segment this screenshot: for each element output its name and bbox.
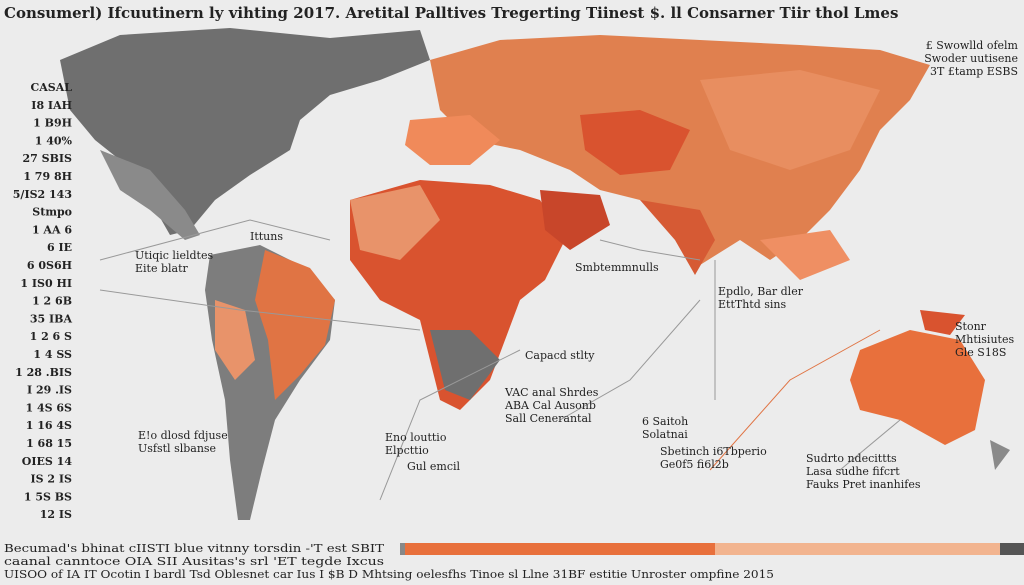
annotation: Sbetinch i6Tbperio (660, 445, 767, 458)
footer-text: UISOO of IA IT Ocotin I bardl Tsd Oblesn… (4, 568, 774, 581)
annotation: Fauks Pret inanhifes (806, 478, 921, 491)
annotation: Ittuns (250, 230, 283, 243)
side-label: I8 IAH (31, 99, 72, 112)
side-label: 1 2 6B (32, 295, 72, 308)
connector (839, 419, 901, 471)
side-label: 1 4S 6S (25, 401, 72, 414)
side-label: 6 IE (47, 241, 72, 254)
bar-segment (405, 543, 715, 555)
annotation: Epdlo, Bar dler (718, 285, 804, 298)
annotation: EttThtd sins (718, 298, 786, 311)
footer-text: Becumad's bhinat cIISTI blue vitnny tors… (4, 542, 385, 555)
annotation: E!o dlosd fdjuse (138, 429, 228, 442)
side-label: 6 0S6H (27, 259, 72, 272)
connector (379, 349, 521, 501)
side-label: 27 SBIS (23, 152, 73, 165)
annotation: Gle S18S (955, 346, 1006, 359)
side-label: 1 16 4S (26, 419, 72, 432)
side-label: I 29 .IS (27, 384, 72, 397)
annotation: Eite blatr (135, 262, 189, 275)
bar-segment (715, 543, 1000, 555)
side-label: 1 40% (35, 134, 73, 147)
connector (99, 289, 421, 331)
legend-text: Swoder uutisene (924, 52, 1018, 65)
side-label: Stmpo (32, 206, 72, 219)
connectors (99, 219, 901, 501)
annotation: ABA Cal Ausonb (504, 399, 596, 412)
india (640, 200, 715, 275)
annotation: Smbtemmnulls (575, 261, 659, 274)
side-label: 1 28 .BIS (15, 366, 72, 379)
annotation: Utiqic lieldtes (135, 249, 213, 262)
side-label: CASAL (30, 81, 72, 94)
connector (99, 219, 331, 261)
annotation: Capacd stlty (525, 349, 595, 362)
side-label: 1 5S BS (24, 490, 72, 503)
side-label: 35 IBA (30, 312, 73, 325)
connector (709, 329, 881, 471)
annotation: Stonr (955, 320, 987, 333)
side-label: 1 4 SS (33, 348, 72, 361)
annotation: Ge0f5 fi6l2b (660, 458, 729, 471)
side-label: 1 IS0 HI (20, 277, 72, 290)
annotation: Gul emcil (407, 460, 461, 473)
world-map (60, 28, 1010, 520)
southeast-asia (760, 230, 850, 280)
south-america-east (255, 250, 335, 400)
new-guinea (920, 310, 965, 335)
side-label: 1 2 6 S (30, 330, 72, 343)
side-label: 1 79 8H (23, 170, 72, 183)
annotation: Sall Cenerantal (505, 412, 592, 425)
connector (559, 299, 701, 421)
southern-africa (430, 330, 500, 400)
europe (405, 115, 500, 165)
south-america-west (215, 300, 255, 380)
legend-text: 3T £tamp ESBS (930, 65, 1018, 78)
connector (599, 239, 701, 261)
side-label: IS 2 IS (31, 473, 73, 486)
side-label: 1 68 15 (26, 437, 72, 450)
annotation: Solatnai (642, 428, 688, 441)
annotation: Elpcttio (385, 444, 429, 457)
annotation: Sudrto ndecittts (806, 452, 897, 465)
side-label: 1 AA 6 (32, 223, 72, 236)
side-label: 5/IS2 143 (13, 188, 72, 201)
australia (850, 330, 985, 445)
side-label: 1 B9H (33, 117, 72, 130)
annotation: Mhtisiutes (955, 333, 1014, 346)
annotation: 6 Saitoh (642, 415, 688, 428)
legend-text: £ Swowlld ofelm (926, 39, 1019, 52)
new-zealand (990, 440, 1010, 470)
bottom-bar (400, 543, 1024, 555)
east-asia (700, 70, 880, 170)
central-asia (580, 110, 690, 175)
annotation: VAC anal Shrdes (504, 386, 599, 399)
annotation: Lasa sudhe fifcrt (806, 465, 900, 478)
annotation: Eno louttio (385, 431, 447, 444)
side-label: OIES 14 (22, 455, 73, 468)
footer-text: caanal canntoce OIA SII Ausitas's srl 'E… (4, 555, 384, 568)
side-label: 12 IS (40, 508, 72, 521)
north-africa (350, 185, 440, 260)
annotation: Usfstl slbanse (138, 442, 216, 455)
title: Consumerl) Ifcuutinern ly vihting 2017. … (4, 4, 898, 22)
central-america (100, 150, 200, 240)
bar-segment (1000, 543, 1024, 555)
middle-east (540, 190, 610, 250)
